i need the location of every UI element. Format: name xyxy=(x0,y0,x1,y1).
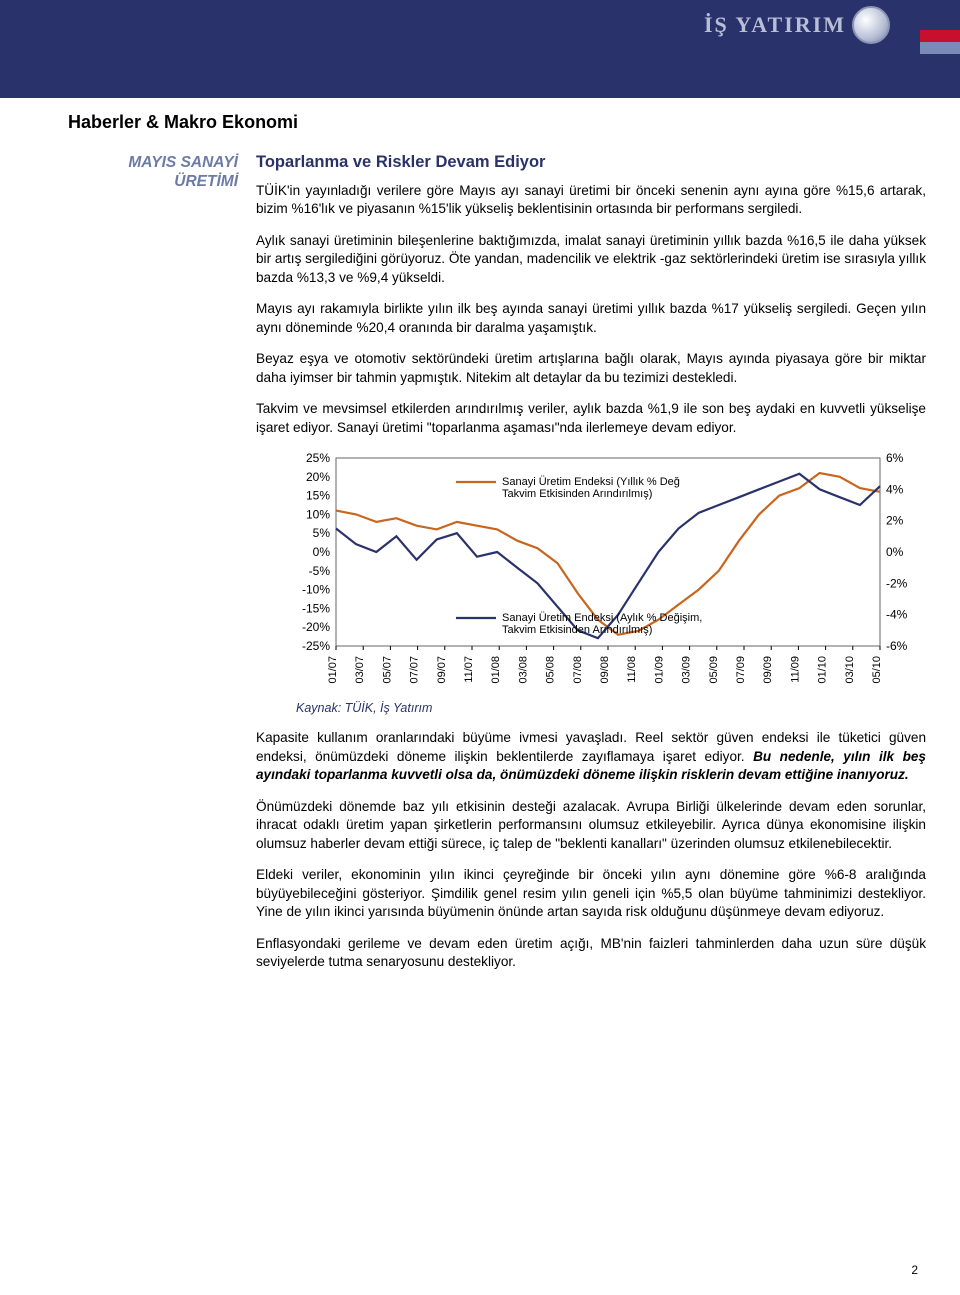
chart-svg: 25% 20% 15% 10% 5% 0% -5% -10% -15% -20% -25% 6% 4% 2… xyxy=(286,450,926,690)
svg-text:03/07: 03/07 xyxy=(354,656,366,684)
svg-text:-4%: -4% xyxy=(886,608,908,622)
paragraph-5: Takvim ve mevsimsel etkilerden arındırıl… xyxy=(256,400,926,437)
svg-text:01/07: 01/07 xyxy=(327,656,339,684)
logo-badge-icon xyxy=(852,6,890,44)
svg-text:09/08: 09/08 xyxy=(599,656,611,684)
paragraph-2: Aylık sanayi üretiminin bileşenlerine ba… xyxy=(256,232,926,287)
article-body: Toparlanma ve Riskler Devam Ediyor TÜİK'… xyxy=(256,153,926,985)
svg-text:05/09: 05/09 xyxy=(708,656,720,684)
svg-text:6%: 6% xyxy=(886,451,904,465)
article-subtitle: Toparlanma ve Riskler Devam Ediyor xyxy=(256,153,926,172)
page-content: Haberler & Makro Ekonomi MAYIS SANAYİ ÜR… xyxy=(68,112,918,985)
svg-text:05/07: 05/07 xyxy=(381,656,393,684)
svg-text:4%: 4% xyxy=(886,483,904,497)
svg-text:11/07: 11/07 xyxy=(463,656,475,683)
svg-text:15%: 15% xyxy=(306,489,330,503)
svg-text:Takvim Etkisinden Arındırılmış: Takvim Etkisinden Arındırılmış) xyxy=(502,624,652,636)
chart-source: Kaynak: TÜİK, İş Yatırım xyxy=(296,701,926,715)
paragraph-3: Mayıs ayı rakamıyla birlikte yılın ilk b… xyxy=(256,300,926,337)
svg-text:-2%: -2% xyxy=(886,577,908,591)
brand-logo: İŞ YATIRIM xyxy=(704,6,890,44)
svg-text:Sanayi Üretim Endeksi (Yıllık: Sanayi Üretim Endeksi (Yıllık % Değ xyxy=(502,476,680,488)
sidebar-topic-label: MAYIS SANAYİ ÜRETİMİ xyxy=(68,153,238,985)
sidebar-line-2: ÜRETİMİ xyxy=(68,172,238,191)
page-number: 2 xyxy=(911,1263,918,1277)
sidebar-line-1: MAYIS SANAYİ xyxy=(68,153,238,172)
svg-text:07/08: 07/08 xyxy=(572,656,584,684)
svg-text:-15%: -15% xyxy=(302,602,330,616)
header-accent-red xyxy=(920,30,960,42)
svg-text:10%: 10% xyxy=(306,508,330,522)
svg-text:09/09: 09/09 xyxy=(762,656,774,684)
header-accent-blue xyxy=(920,42,960,54)
svg-text:01/10: 01/10 xyxy=(817,656,829,684)
svg-text:11/08: 11/08 xyxy=(626,656,638,683)
svg-text:05/10: 05/10 xyxy=(871,656,883,684)
svg-text:07/07: 07/07 xyxy=(409,656,421,684)
svg-text:03/10: 03/10 xyxy=(844,656,856,684)
svg-text:-20%: -20% xyxy=(302,621,330,635)
svg-text:07/09: 07/09 xyxy=(735,656,747,684)
svg-text:2%: 2% xyxy=(886,514,904,528)
svg-text:-5%: -5% xyxy=(309,564,331,578)
svg-text:09/07: 09/07 xyxy=(436,656,448,684)
paragraph-6: Kapasite kullanım oranlarındaki büyüme i… xyxy=(256,729,926,784)
paragraph-9: Enflasyondaki gerileme ve devam eden üre… xyxy=(256,935,926,972)
svg-text:03/09: 03/09 xyxy=(681,656,693,684)
svg-text:01/09: 01/09 xyxy=(653,656,665,684)
paragraph-4: Beyaz eşya ve otomotiv sektöründeki üret… xyxy=(256,350,926,387)
svg-text:05/08: 05/08 xyxy=(545,656,557,684)
svg-text:25%: 25% xyxy=(306,451,330,465)
svg-text:03/08: 03/08 xyxy=(517,656,529,684)
industrial-production-chart: 25% 20% 15% 10% 5% 0% -5% -10% -15% -20% -25% 6% 4% 2… xyxy=(256,450,926,695)
svg-text:-6%: -6% xyxy=(886,639,908,653)
svg-text:Takvim Etkisinden Arındırılmış: Takvim Etkisinden Arındırılmış) xyxy=(502,488,652,500)
svg-text:0%: 0% xyxy=(313,545,331,559)
logo-text: İŞ YATIRIM xyxy=(704,12,846,38)
section-title: Haberler & Makro Ekonomi xyxy=(68,112,918,133)
svg-text:20%: 20% xyxy=(306,470,330,484)
paragraph-8: Eldeki veriler, ekonominin yılın ikinci … xyxy=(256,866,926,921)
svg-text:-10%: -10% xyxy=(302,583,330,597)
svg-text:5%: 5% xyxy=(313,527,331,541)
paragraph-1: TÜİK'in yayınladığı verilere göre Mayıs … xyxy=(256,182,926,219)
article-layout: MAYIS SANAYİ ÜRETİMİ Toparlanma ve Riskl… xyxy=(68,153,918,985)
svg-text:11/09: 11/09 xyxy=(789,656,801,683)
svg-text:-25%: -25% xyxy=(302,639,330,653)
svg-text:0%: 0% xyxy=(886,545,904,559)
paragraph-7: Önümüzdeki dönemde baz yılı etkisinin de… xyxy=(256,798,926,853)
svg-text:01/08: 01/08 xyxy=(490,656,502,684)
svg-text:Sanayi Üretim Endeksi (Aylık %: Sanayi Üretim Endeksi (Aylık % Değişim, xyxy=(502,612,702,624)
